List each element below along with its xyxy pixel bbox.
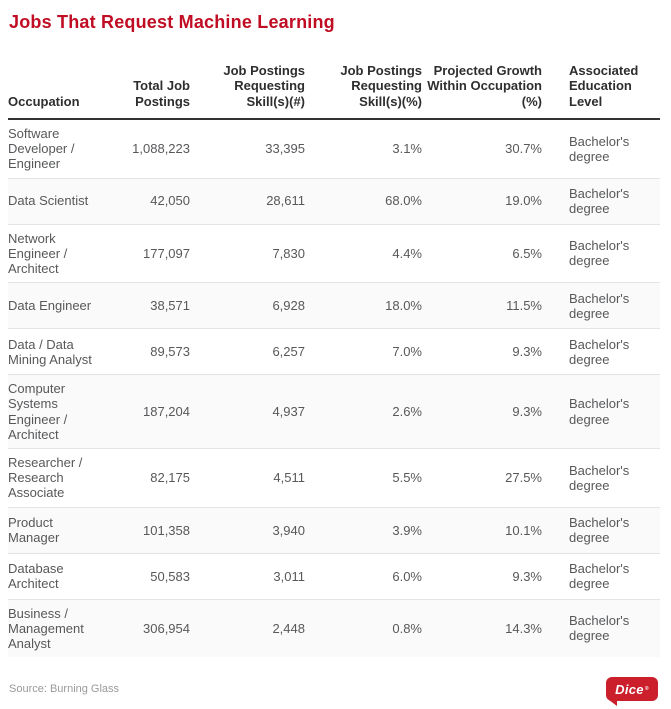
- requesting-count-cell: 4,511: [190, 448, 305, 508]
- requesting-count-cell: 2,448: [190, 598, 305, 658]
- requesting-pct-cell: 7.0%: [305, 328, 422, 375]
- total-postings-cell: 38,571: [120, 282, 190, 329]
- total-postings-cell: 82,175: [120, 448, 190, 508]
- education-cell: Bachelor's degree: [569, 133, 630, 164]
- growth-pct-cell: 30.7%: [505, 141, 542, 157]
- growth-pct-cell: 6.5%: [422, 223, 542, 283]
- column-header-projected-growth: Projected Growth Within Occupation (%): [422, 35, 542, 120]
- dice-logo: Dice ®: [606, 677, 658, 706]
- occupation-cell: Network Engineer / Architect: [8, 223, 120, 283]
- table-row: Researcher / Research Associate 82,175 4,5…: [8, 448, 660, 508]
- table-row: Business / Management Analyst 306,954 2,44…: [8, 598, 660, 658]
- education-cell: Bachelor's degree: [542, 223, 660, 283]
- requesting-count-cell: 6,257: [190, 328, 305, 375]
- column-header-requesting-count: Job Postings Requesting Skill(s)(#): [190, 35, 305, 120]
- occupation-cell: Software Developer / Engineer: [8, 125, 75, 172]
- requesting-pct-cell: 18.0%: [305, 282, 422, 329]
- total-postings-cell: 1,088,223: [132, 141, 190, 157]
- source-note: Source: Burning Glass: [9, 683, 120, 695]
- requesting-pct-cell: 0.8%: [305, 598, 422, 658]
- total-postings-cell: 101,358: [120, 506, 190, 554]
- total-postings-cell: 89,573: [120, 328, 190, 375]
- table-row: Data / Data Mining Analyst 89,573 6,257 7.0…: [8, 328, 660, 375]
- occupation-cell: Computer Systems Engineer / Architect: [8, 374, 120, 449]
- education-cell: Bachelor's degree: [542, 328, 660, 375]
- table-header: Occupation Total Job Postings Job Postin…: [8, 35, 660, 120]
- growth-pct-cell: 14.3%: [422, 598, 542, 658]
- occupation-cell: Product Manager: [8, 506, 120, 554]
- growth-pct-cell: 9.3%: [422, 552, 542, 600]
- requesting-pct-cell: 68.0%: [305, 177, 422, 225]
- dice-logo-text: Dice: [615, 681, 644, 697]
- occupation-cell: Data / Data Mining Analyst: [8, 328, 120, 375]
- education-cell: Bachelor's degree: [542, 282, 660, 329]
- column-header-requesting-pct: Job Postings Requesting Skill(s)(%): [305, 35, 422, 120]
- requesting-pct-cell: 2.6%: [305, 374, 422, 449]
- requesting-count-cell: 33,395: [265, 141, 305, 157]
- growth-pct-cell: 9.3%: [422, 374, 542, 449]
- requesting-pct-cell: 5.5%: [305, 448, 422, 508]
- occupation-cell: Data Scientist: [8, 177, 120, 225]
- requesting-count-cell: 3,940: [190, 506, 305, 554]
- education-cell: Bachelor's degree: [542, 448, 660, 508]
- table-row: Data Scientist 42,050 28,611 68.0% 19.0% Bach…: [8, 177, 660, 225]
- occupation-cell: Researcher / Research Associate: [8, 448, 120, 508]
- ml-jobs-table: Occupation Total Job Postings Job Postin…: [8, 35, 660, 658]
- requesting-count-cell: 7,830: [190, 223, 305, 283]
- requesting-pct-cell: 3.1%: [392, 141, 422, 157]
- growth-pct-cell: 19.0%: [422, 177, 542, 225]
- requesting-count-cell: 28,611: [190, 177, 305, 225]
- requesting-pct-cell: 4.4%: [305, 223, 422, 283]
- page-title: Jobs That Request Machine Learning: [9, 12, 335, 32]
- table-row: Database Architect 50,583 3,011 6.0% 9.3% Bac…: [8, 552, 660, 600]
- registered-mark: ®: [644, 685, 649, 692]
- table-row: Network Engineer / Architect 177,097 7,830…: [8, 223, 660, 283]
- education-cell: Bachelor's degree: [542, 177, 660, 225]
- total-postings-cell: 187,204: [120, 374, 190, 449]
- occupation-cell: Data Engineer: [8, 282, 120, 329]
- requesting-pct-cell: 6.0%: [305, 552, 422, 600]
- table-body: Software Developer / Engineer 1,088,223 33…: [8, 119, 660, 658]
- total-postings-cell: 50,583: [120, 552, 190, 600]
- requesting-count-cell: 6,928: [190, 282, 305, 329]
- column-header-occupation: Occupation: [8, 35, 120, 120]
- requesting-count-cell: 4,937: [190, 374, 305, 449]
- growth-pct-cell: 11.5%: [422, 282, 542, 329]
- table-row: Data Engineer 38,571 6,928 18.0% 11.5% Bachel…: [8, 282, 660, 329]
- total-postings-cell: 306,954: [120, 598, 190, 658]
- table-row: Software Developer / Engineer 1,088,223 33…: [8, 119, 660, 178]
- occupation-cell: Database Architect: [8, 552, 120, 600]
- education-cell: Bachelor's degree: [542, 506, 660, 554]
- growth-pct-cell: 10.1%: [422, 506, 542, 554]
- column-header-education: Associated Education Level: [542, 35, 660, 120]
- occupation-cell: Business / Management Analyst: [8, 598, 120, 658]
- education-cell: Bachelor's degree: [542, 598, 660, 658]
- requesting-pct-cell: 3.9%: [305, 506, 422, 554]
- table-header-row: Occupation Total Job Postings Job Postin…: [8, 35, 660, 120]
- growth-pct-cell: 9.3%: [422, 328, 542, 375]
- table-row: Product Manager 101,358 3,940 3.9% 10.1% Bach…: [8, 506, 660, 554]
- education-cell: Bachelor's degree: [542, 374, 660, 449]
- footer: Source: Burning Glass Dice ®: [8, 677, 660, 706]
- requesting-count-cell: 3,011: [190, 552, 305, 600]
- table-row: Computer Systems Engineer / Architect 187…: [8, 374, 660, 449]
- education-cell: Bachelor's degree: [542, 552, 660, 600]
- total-postings-cell: 177,097: [120, 223, 190, 283]
- growth-pct-cell: 27.5%: [422, 448, 542, 508]
- total-postings-cell: 42,050: [120, 177, 190, 225]
- column-header-total-postings: Total Job Postings: [120, 35, 190, 120]
